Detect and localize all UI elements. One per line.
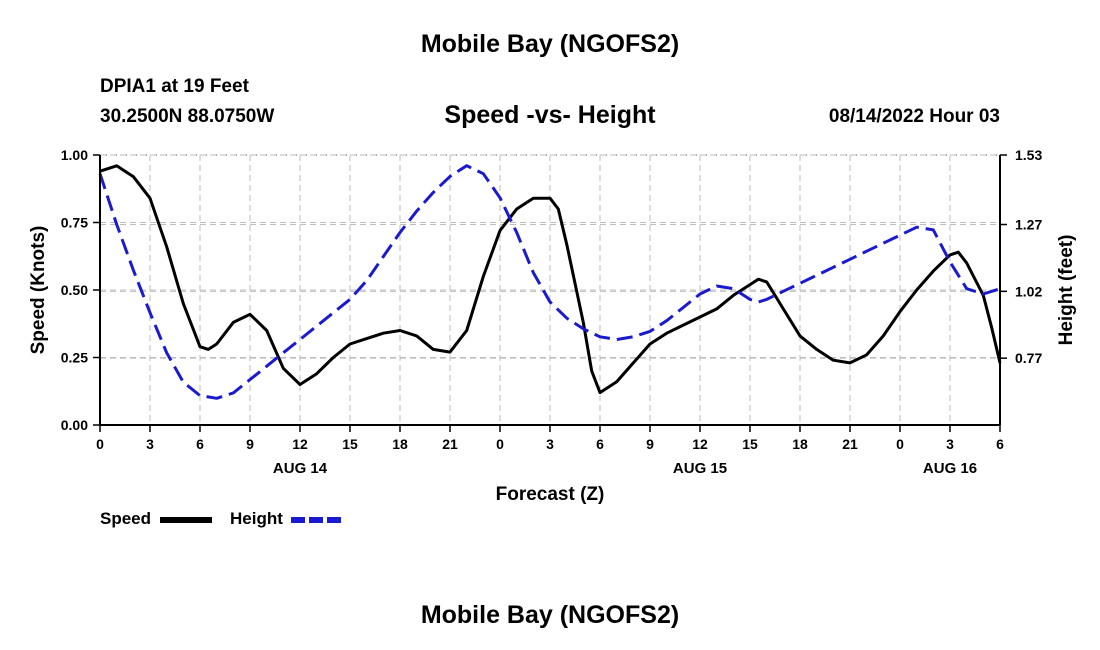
y2-axis-label: Height (feet) [1056, 235, 1077, 346]
x-tick-label: 9 [246, 436, 254, 452]
x-tick-label: 3 [146, 436, 154, 452]
date-label: AUG 15 [673, 460, 727, 477]
legend-speed-swatch [160, 517, 212, 523]
x-tick-label: 6 [596, 436, 604, 452]
y-tick-label: 0.50 [61, 282, 88, 298]
station-coords: 30.2500N 88.0750W [100, 106, 275, 127]
y2-tick-label: 1.27 [1015, 217, 1042, 233]
x-tick-label: 18 [392, 436, 408, 452]
footer-title: Mobile Bay (NGOFS2) [420, 601, 680, 629]
x-axis-label: Forecast (Z) [496, 484, 605, 505]
legend-height-swatch [291, 517, 343, 523]
x-tick-label: 6 [996, 436, 1004, 452]
y-axis-label: Speed (Knots) [28, 226, 49, 355]
x-tick-label: 15 [742, 436, 758, 452]
forecast-date: 08/14/2022 Hour 03 [828, 106, 1000, 127]
series-line-speed [99, 164, 1002, 395]
legend-height-label: Height [230, 509, 283, 528]
x-tick-label: 3 [946, 436, 954, 452]
series-lines [98, 164, 1002, 400]
x-tick-label: 3 [546, 436, 554, 452]
chart-main-title: Mobile Bay (NGOFS2) [420, 30, 680, 58]
date-label: AUG 14 [273, 460, 328, 477]
legend-speed-label: Speed [100, 509, 152, 528]
y2-tick-label: 0.77 [1015, 350, 1042, 366]
x-tick-label: 12 [292, 436, 308, 452]
speed-height-chart: 0 3 6 9 12 15 18 21 0 3 6 9 12 15 18 21 0 3 6 AUG 14 AUG 15 A… [28, 147, 1077, 505]
y-tick-label: 1.00 [61, 147, 88, 163]
date-label: AUG 16 [923, 460, 977, 477]
x-tick-label: 9 [646, 436, 654, 452]
x-tick-label: 0 [96, 436, 104, 452]
x-tick-label: 6 [196, 436, 204, 452]
x-tick-label: 21 [442, 436, 458, 452]
y-tick-label: 0.00 [61, 417, 88, 433]
x-tick-label: 18 [792, 436, 808, 452]
y-tick-label: 0.25 [61, 350, 88, 366]
series-line-height [98, 164, 1001, 400]
x-tick-label: 12 [692, 436, 708, 452]
x-tick-label: 15 [342, 436, 358, 452]
y2-tick-label: 1.02 [1015, 283, 1042, 299]
x-tick-label: 0 [496, 436, 504, 452]
x-tick-label: 21 [842, 436, 858, 452]
y-tick-label: 0.75 [61, 215, 88, 231]
station-label: DPIA1 at 19 Feet [100, 76, 249, 97]
grid-lines [100, 154, 1000, 425]
y2-tick-label: 1.53 [1015, 147, 1042, 163]
chart-axes [93, 154, 1007, 432]
tick-labels: 0 3 6 9 12 15 18 21 0 3 6 9 12 15 18 21 0 3 6 AUG 14 AUG 15 A… [61, 147, 1043, 477]
chart-subtitle: Speed -vs- Height [444, 101, 656, 129]
x-tick-label: 0 [896, 436, 904, 452]
